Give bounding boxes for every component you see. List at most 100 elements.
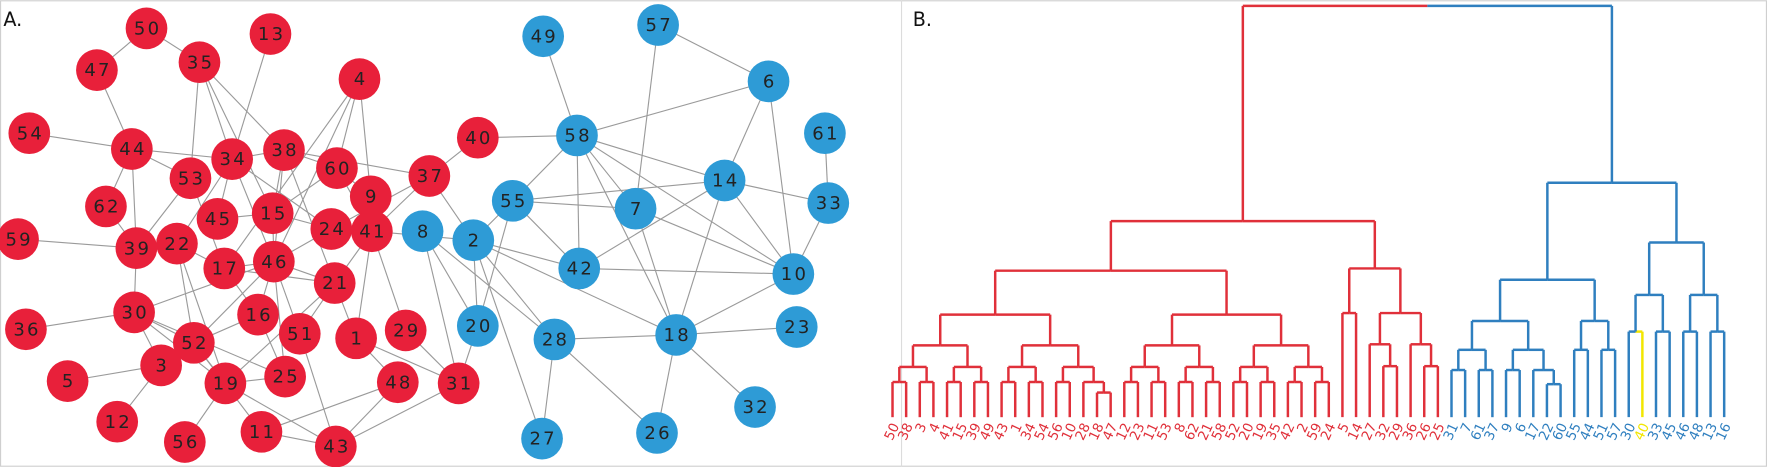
- leaf-label: 35: [1263, 421, 1285, 443]
- node-label: 13: [258, 24, 285, 45]
- node-label: 28: [542, 330, 569, 351]
- node: [8, 112, 51, 155]
- edge: [261, 381, 398, 433]
- edge: [512, 179, 725, 202]
- node-label: 42: [567, 259, 594, 280]
- node-label: 17: [212, 259, 239, 280]
- node-label: 19: [213, 374, 240, 395]
- node: [456, 116, 499, 159]
- node: [249, 13, 292, 55]
- edge: [576, 134, 725, 182]
- leaf-label: 46: [1672, 421, 1694, 443]
- node: [263, 129, 305, 171]
- edge: [223, 78, 360, 269]
- leaf-label: 36: [1399, 421, 1421, 443]
- edge: [675, 273, 794, 336]
- node-label: 8: [417, 221, 431, 242]
- node-label: 37: [417, 166, 444, 187]
- node: [408, 155, 451, 197]
- node: [491, 179, 534, 222]
- dendrogram: 5038344115394943134545610281847122311538…: [881, 4, 1735, 443]
- node-label: 48: [385, 372, 412, 393]
- leaf-label: 34: [1018, 421, 1040, 443]
- node-label: 41: [359, 221, 386, 242]
- node: [614, 187, 657, 230]
- leaf-label: 51: [1590, 421, 1612, 443]
- edge: [176, 243, 226, 384]
- node: [437, 362, 480, 405]
- node: [163, 421, 206, 463]
- node: [703, 159, 746, 202]
- node-label: 47: [84, 60, 111, 81]
- node-label: 1: [350, 328, 364, 349]
- leaf-label: 29: [1386, 421, 1408, 443]
- leaf-label: 21: [1195, 421, 1217, 443]
- leaf-label: 26: [1413, 421, 1435, 443]
- node: [636, 412, 678, 454]
- node: [401, 210, 444, 253]
- edge: [576, 80, 769, 137]
- node-label: 22: [164, 234, 191, 255]
- node-label: 38: [271, 140, 298, 161]
- leaf-label: 31: [1440, 421, 1462, 443]
- node: [211, 138, 253, 180]
- node: [113, 291, 155, 334]
- edge: [472, 239, 555, 340]
- edge: [198, 61, 274, 214]
- node: [178, 41, 221, 84]
- edge: [133, 261, 275, 313]
- leaf-label: 56: [1045, 421, 1067, 443]
- leaf-label: 11: [1140, 421, 1162, 443]
- node-label: 34: [220, 149, 247, 170]
- leaf-label: 60: [1549, 421, 1571, 443]
- node: [452, 219, 495, 262]
- node: [111, 128, 153, 170]
- node-label: 53: [178, 168, 205, 189]
- node-label: 26: [644, 423, 671, 444]
- node: [96, 400, 139, 443]
- edge: [576, 135, 677, 336]
- node-label: 3: [155, 355, 169, 376]
- edge: [635, 208, 794, 275]
- leaf-label: 22: [1536, 421, 1558, 443]
- leaf-label: 49: [977, 421, 999, 443]
- leaf-label: 59: [1304, 421, 1326, 443]
- leaf-label: 25: [1427, 421, 1449, 443]
- node-label: 20: [465, 316, 492, 337]
- leaf-label: 24: [1318, 421, 1340, 443]
- node-label: 39: [124, 238, 151, 259]
- leaf-label: 37: [1481, 421, 1503, 443]
- node: [240, 410, 283, 453]
- node: [807, 182, 850, 224]
- edge: [767, 81, 794, 275]
- leaf-label: 38: [895, 421, 917, 443]
- node-label: 16: [245, 305, 272, 326]
- node-label: 14: [712, 171, 739, 192]
- node: [376, 361, 419, 404]
- leaf-label: 41: [936, 421, 958, 443]
- edge: [675, 180, 726, 336]
- node: [804, 112, 846, 155]
- node-label: 2: [468, 230, 482, 251]
- node: [522, 15, 565, 58]
- node-label: 21: [322, 273, 349, 294]
- node-label: 51: [287, 324, 314, 345]
- leaf-label: 40: [1631, 421, 1653, 443]
- node: [775, 306, 818, 348]
- node-label: 31: [446, 374, 473, 395]
- node: [125, 7, 168, 50]
- edge: [225, 382, 337, 447]
- node: [316, 147, 358, 189]
- leaf-label: 62: [1181, 421, 1203, 443]
- leaf-label: 17: [1522, 421, 1544, 443]
- leaf-label: 53: [1154, 421, 1176, 443]
- node-label: 49: [531, 26, 558, 47]
- node-label: 18: [664, 325, 691, 346]
- leaf-label: 10: [1059, 421, 1081, 443]
- node: [0, 218, 39, 260]
- edge: [472, 240, 543, 439]
- node-label: 45: [205, 209, 232, 230]
- node-label: 27: [529, 429, 556, 450]
